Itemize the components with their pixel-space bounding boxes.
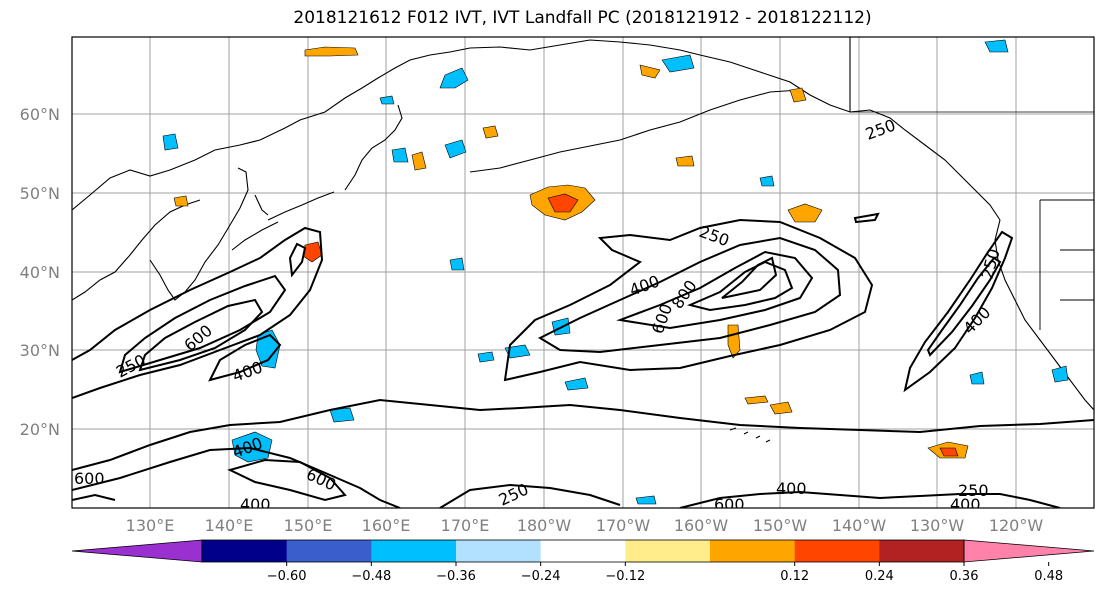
colorbar-tick-label: −0.36	[436, 569, 476, 584]
lon-label: 150°W	[753, 516, 808, 535]
ivt-pc-shading	[162, 39, 1069, 505]
colorbar-tick-label: −0.48	[351, 569, 391, 584]
colorbar-segment	[456, 540, 542, 562]
colorbar: −0.60 −0.48 −0.36 −0.24 −0.12 0.12 0.24 0.36 0.4…	[71, 539, 1095, 584]
lon-label: 180°W	[517, 516, 572, 535]
lon-label: 130°W	[910, 516, 965, 535]
lon-label: 160°E	[362, 516, 411, 535]
lat-label: 40°N	[20, 263, 60, 282]
lon-label: 170°E	[441, 516, 490, 535]
contour-label-600: 600	[74, 469, 105, 488]
lon-label: 140°W	[832, 516, 887, 535]
colorbar-segment	[202, 540, 288, 562]
longitude-labels: 130°E 140°E 150°E 160°E 170°E 180°W 170°…	[126, 516, 1044, 535]
colorbar-segment	[794, 540, 880, 562]
contour-label-400: 400	[240, 495, 271, 514]
colorbar-tick-label: 0.48	[1034, 569, 1063, 584]
lon-label: 170°W	[596, 516, 651, 535]
colorbar-extend-low	[71, 539, 203, 563]
colorbar-tick-label: −0.60	[267, 569, 307, 584]
colorbar-segment	[286, 540, 372, 562]
coastlines	[72, 37, 1094, 443]
contour-label-400: 400	[776, 479, 807, 498]
lon-label: 150°E	[284, 516, 333, 535]
contour-label-250: 250	[958, 481, 989, 500]
lon-label: 140°E	[205, 516, 254, 535]
map-frame	[71, 36, 1095, 509]
colorbar-segment	[625, 540, 711, 562]
figure-title: 2018121612 F012 IVT, IVT Landfall PC (20…	[293, 8, 872, 28]
colorbar-tick-label: −0.12	[605, 569, 645, 584]
colorbar-tick-label: −0.24	[521, 569, 561, 584]
colorbar-extend-high	[963, 539, 1095, 563]
colorbar-tick-label: 0.36	[950, 569, 979, 584]
latitude-labels: 60°N 50°N 40°N 30°N 20°N	[20, 105, 60, 439]
lat-label: 60°N	[20, 105, 60, 124]
ivt-contours	[72, 212, 1094, 508]
colorbar-tick-label: 0.24	[865, 569, 894, 584]
colorbar-segment	[710, 540, 796, 562]
contour-label-400: 400	[950, 495, 981, 514]
lat-label: 30°N	[20, 341, 60, 360]
colorbar-tick-label: 0.12	[780, 569, 809, 584]
colorbar-border	[201, 539, 965, 563]
contour-label-600: 600	[714, 495, 745, 514]
lat-label: 20°N	[20, 420, 60, 439]
lat-label: 50°N	[20, 184, 60, 203]
lon-label: 120°W	[989, 516, 1044, 535]
colorbar-segment	[879, 540, 965, 562]
lon-label: 160°W	[674, 516, 729, 535]
colorbar-segment	[540, 540, 626, 562]
lon-label: 130°E	[126, 516, 175, 535]
colorbar-segment	[371, 540, 457, 562]
